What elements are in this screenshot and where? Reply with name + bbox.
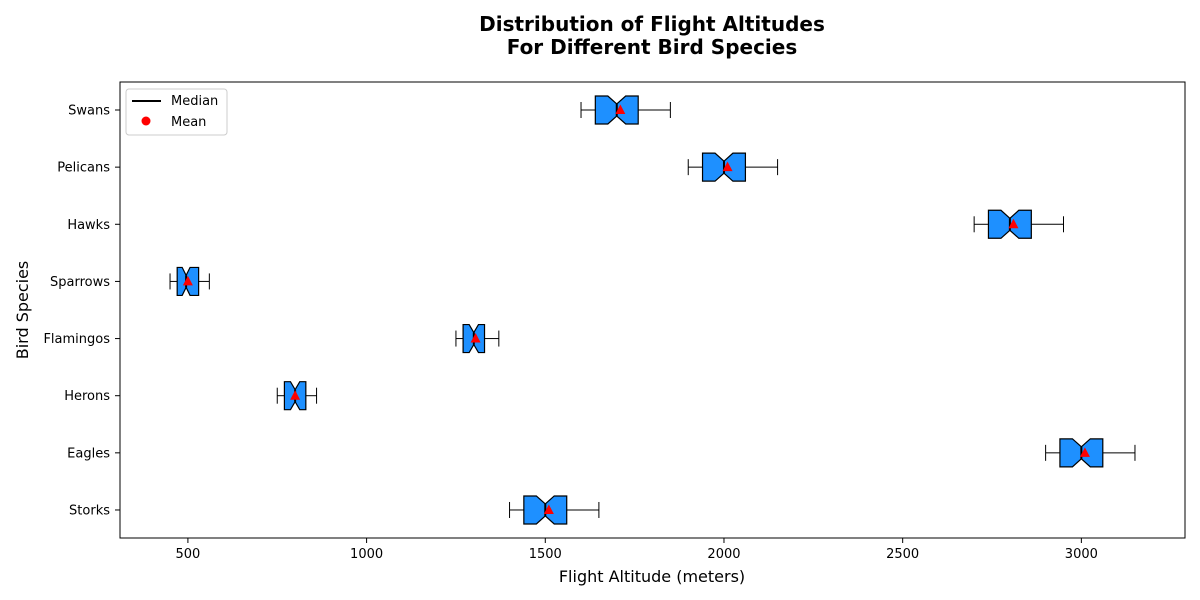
- plot-frame: [119, 81, 1186, 539]
- chart-title-line-2: For Different Bird Species: [507, 35, 798, 59]
- mean-marker: [722, 161, 733, 172]
- mean-marker: [1008, 218, 1019, 229]
- x-axis-label: Flight Altitude (meters): [559, 567, 745, 586]
- x-tick-label: 2500: [886, 547, 919, 562]
- chart-title-line-1: Distribution of Flight Altitudes: [479, 12, 825, 36]
- y-tick-label: Sparrows: [50, 275, 110, 290]
- mean-marker: [1079, 447, 1090, 457]
- plot-area: 500 1000 1500 2000 2500 3000 Storks Eagles Heron…: [43, 95, 1136, 562]
- y-tick-label: Hawks: [67, 218, 110, 233]
- legend-mean-swatch: [141, 116, 151, 126]
- legend-mean-label: Mean: [171, 115, 206, 130]
- y-tick-label: Herons: [64, 389, 110, 404]
- mean-marker: [290, 390, 301, 400]
- y-axis-label: Bird Species: [13, 261, 32, 360]
- x-tick-label: 500: [175, 547, 200, 562]
- legend-median-label: Median: [171, 94, 218, 109]
- y-tick-label: Flamingos: [43, 332, 110, 347]
- mean-marker: [543, 504, 554, 514]
- mean-marker: [615, 104, 626, 114]
- legend: Median Mean: [125, 88, 228, 136]
- mean-marker: [182, 275, 193, 286]
- y-tick-label: Storks: [69, 503, 110, 518]
- x-tick-label: 1500: [529, 547, 562, 562]
- x-tick-label: 1000: [350, 547, 383, 562]
- y-tick-label: Swans: [68, 104, 110, 119]
- x-tick-label: 2000: [707, 547, 740, 562]
- x-tick-label: 3000: [1065, 547, 1098, 562]
- y-tick-label: Eagles: [67, 446, 110, 461]
- y-tick-label: Pelicans: [57, 161, 110, 176]
- mean-marker: [470, 333, 481, 343]
